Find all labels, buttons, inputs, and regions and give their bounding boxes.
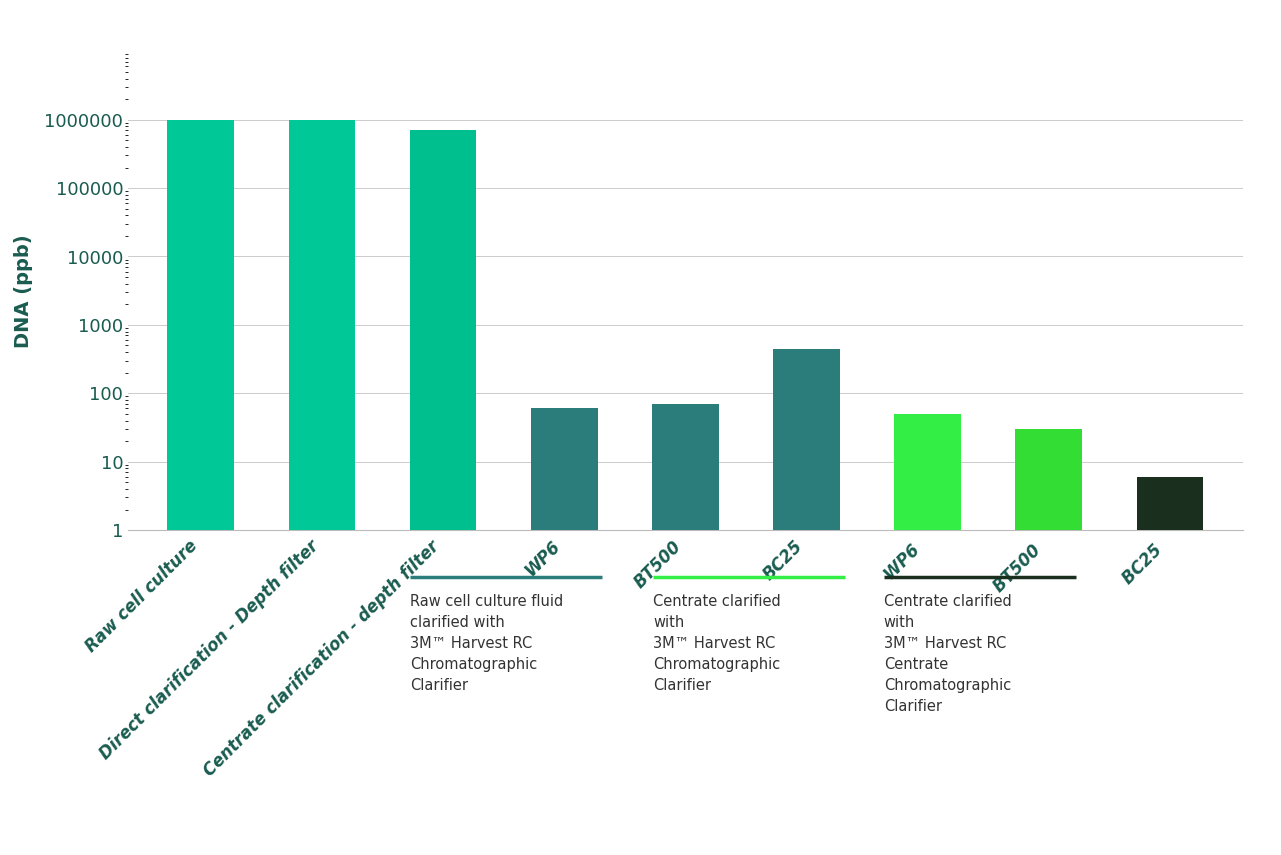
Text: Raw cell culture fluid
clarified with
3M™ Harvest RC
Chromatographic
Clarifier: Raw cell culture fluid clarified with 3M… bbox=[410, 594, 564, 693]
Bar bbox=[652, 404, 719, 855]
Bar bbox=[1016, 429, 1082, 855]
Bar bbox=[288, 120, 355, 855]
Bar bbox=[774, 349, 840, 855]
Text: Centrate clarified
with
3M™ Harvest RC
Centrate
Chromatographic
Clarifier: Centrate clarified with 3M™ Harvest RC C… bbox=[884, 594, 1012, 714]
Bar bbox=[894, 414, 961, 855]
Text: Centrate clarified
with
3M™ Harvest RC
Chromatographic
Clarifier: Centrate clarified with 3M™ Harvest RC C… bbox=[653, 594, 781, 693]
Y-axis label: DNA (ppb): DNA (ppb) bbox=[14, 234, 33, 347]
Bar bbox=[410, 130, 477, 855]
Bar bbox=[168, 120, 234, 855]
Bar bbox=[530, 409, 597, 855]
Bar bbox=[1136, 477, 1203, 855]
